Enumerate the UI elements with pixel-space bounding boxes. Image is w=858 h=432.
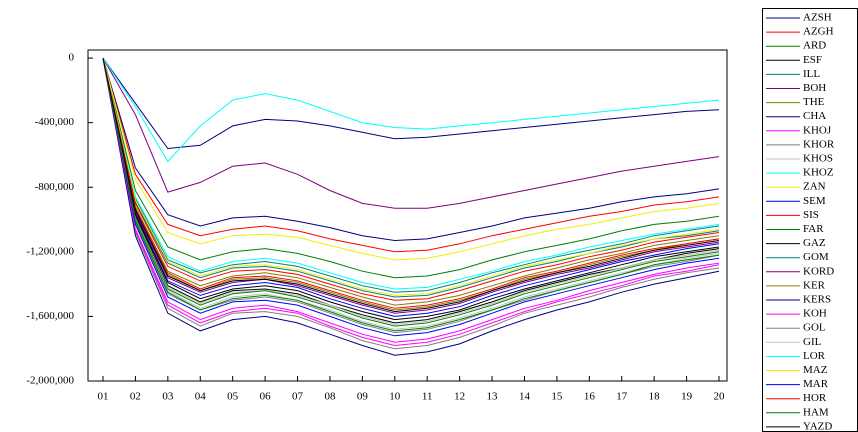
y-tick-label: -2,000,000 — [26, 375, 74, 387]
x-tick-label: 20 — [714, 391, 726, 403]
series-line — [102, 58, 720, 326]
legend-label: THE — [803, 96, 825, 108]
series-line — [102, 57, 720, 253]
legend-label: AZSH — [803, 12, 832, 24]
x-tick-label: 01 — [98, 391, 109, 403]
legend-label: AZGH — [803, 26, 834, 38]
series-line — [102, 57, 720, 298]
series-line — [102, 57, 720, 321]
x-tick-label: 16 — [584, 391, 596, 403]
x-tick-label: 08 — [324, 391, 336, 403]
x-tick-label: 07 — [292, 391, 304, 403]
legend-label: ILL — [803, 68, 820, 80]
x-tick-label: 03 — [162, 391, 174, 403]
legend-label: SEM — [803, 195, 826, 207]
series-line — [102, 58, 720, 343]
series-line — [102, 57, 720, 314]
legend-label: ZAN — [803, 181, 826, 193]
series-line — [102, 57, 720, 313]
legend-label: KHOS — [803, 153, 833, 165]
legend-label: GOM — [803, 251, 829, 263]
series-line — [102, 57, 720, 306]
legend-label: SIS — [803, 209, 819, 221]
series-line — [102, 57, 720, 293]
x-tick-label: 10 — [389, 391, 401, 403]
x-tick-label: 15 — [551, 391, 563, 403]
series-line — [102, 57, 720, 261]
legend-label: MAR — [803, 378, 829, 390]
x-tick-label: 13 — [487, 391, 499, 403]
legend-label: KORD — [803, 265, 834, 277]
legend-label: KHOR — [803, 138, 835, 150]
legend-label: KHOZ — [803, 167, 834, 179]
legend-label: GAZ — [803, 237, 826, 249]
x-tick-label: 06 — [260, 391, 272, 403]
series-line — [102, 57, 720, 309]
legend-label: ARD — [803, 40, 826, 52]
series-line — [102, 57, 720, 290]
series-line — [102, 58, 720, 332]
series-line — [102, 57, 720, 296]
legend-box — [762, 8, 858, 432]
x-tick-label: 09 — [357, 391, 369, 403]
plot-frame — [87, 49, 728, 382]
legend-label: LOR — [803, 350, 826, 362]
legend-label: MAZ — [803, 364, 828, 376]
legend-label: GIL — [803, 336, 822, 348]
series-line — [102, 58, 720, 337]
series-line — [102, 57, 720, 301]
x-tick-label: 02 — [130, 391, 141, 403]
y-tick-label: -400,000 — [35, 116, 75, 128]
legend-label: KOH — [803, 308, 827, 320]
y-tick-label: -1,200,000 — [26, 245, 74, 257]
series-line — [102, 57, 720, 317]
x-tick-label: 14 — [519, 391, 531, 403]
legend-label: HAM — [803, 406, 829, 418]
x-tick-label: 05 — [227, 391, 239, 403]
x-tick-label: 04 — [195, 391, 207, 403]
legend-label: KHOJ — [803, 124, 832, 136]
legend-label: KERS — [803, 294, 831, 306]
series-line — [102, 58, 720, 350]
legend-label: BOH — [803, 82, 826, 94]
x-tick-label: 17 — [616, 391, 628, 403]
series-line — [102, 57, 720, 242]
series-line — [102, 57, 720, 150]
legend-label: KER — [803, 279, 826, 291]
y-tick-label: -1,600,000 — [26, 310, 74, 322]
x-tick-label: 12 — [454, 391, 465, 403]
series-line — [102, 57, 720, 209]
legend-label: HOR — [803, 392, 827, 404]
series-line — [102, 58, 720, 330]
x-tick-label: 11 — [422, 391, 433, 403]
series-line — [102, 57, 720, 163]
legend-label: YAZD — [803, 420, 832, 432]
x-tick-label: 18 — [649, 391, 661, 403]
series-line — [102, 57, 720, 279]
legend-label: FAR — [803, 223, 824, 235]
legend-label: CHA — [803, 110, 826, 122]
legend-label: GOL — [803, 322, 826, 334]
series-line — [102, 58, 720, 347]
x-tick-label: 19 — [681, 391, 693, 403]
series-line — [102, 58, 720, 327]
series-line — [102, 58, 720, 356]
y-tick-label: -800,000 — [35, 181, 75, 193]
y-tick-label: 0 — [69, 52, 75, 64]
legend-label: ESF — [803, 54, 822, 66]
